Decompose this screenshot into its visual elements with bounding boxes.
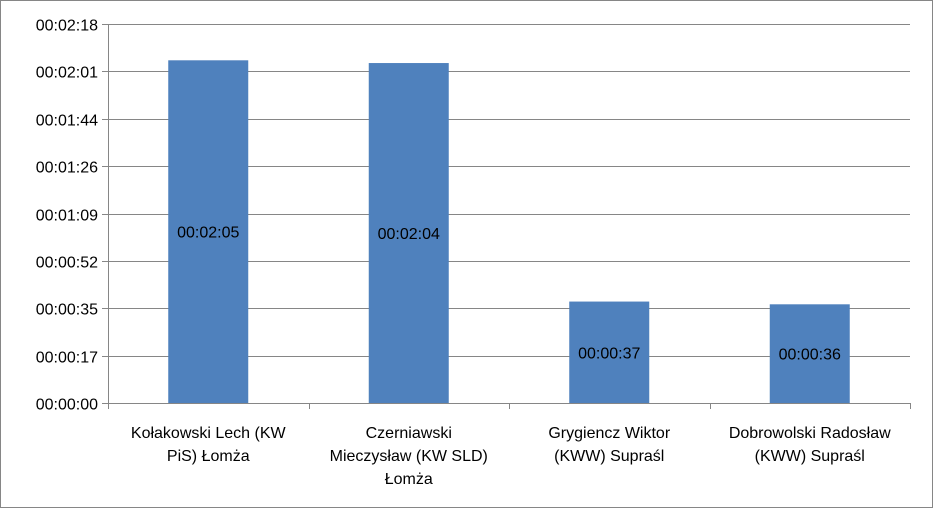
y-tick-label: 00:00:17 (36, 350, 98, 367)
y-tick-label: 00:02:01 (36, 65, 98, 82)
y-tick-label: 00:01:44 (36, 113, 98, 130)
x-category-label-line: Łomża (385, 471, 433, 488)
y-tick-label: 00:00:35 (36, 302, 98, 319)
x-category-label-line: (KWW) Supraśl (755, 448, 865, 465)
x-category-label-line: Grygiencz Wiktor (548, 425, 670, 442)
y-tick-label: 00:00:00 (36, 397, 98, 414)
x-category-label-line: Mieczysław (KW SLD) (330, 448, 488, 465)
x-category-label-line: (KWW) Supraśl (554, 448, 664, 465)
data-label: 00:02:05 (177, 225, 239, 242)
x-category-label-line: Kołakowski Lech (KW (131, 425, 287, 442)
x-category-label: Kołakowski Lech (KW PiS) Łomża (131, 425, 287, 465)
data-label: 00:02:04 (378, 226, 440, 243)
x-category-label-line: PiS) Łomża (167, 448, 250, 465)
bar (769, 304, 850, 403)
x-category-label: Dobrowolski Radosław (KWW) Supraśl (729, 425, 891, 465)
x-category-label: Czerniawski Mieczysław (KW SLD) Łomża (330, 425, 488, 488)
x-category-label-line: Dobrowolski Radosław (729, 425, 891, 442)
bar (569, 301, 650, 403)
y-tick-label: 00:02:18 (36, 18, 98, 35)
bar (168, 60, 249, 404)
data-label: 00:00:37 (578, 345, 640, 362)
y-tick-label: 00:01:26 (36, 160, 98, 177)
x-category-label: Grygiencz Wiktor (KWW) Supraśl (548, 425, 670, 465)
bar (368, 63, 449, 404)
y-tick-label: 00:01:09 (36, 208, 98, 225)
data-label: 00:00:36 (779, 347, 841, 364)
y-tick-label: 00:00:52 (36, 255, 98, 272)
x-category-label-line: Czerniawski (366, 425, 452, 442)
